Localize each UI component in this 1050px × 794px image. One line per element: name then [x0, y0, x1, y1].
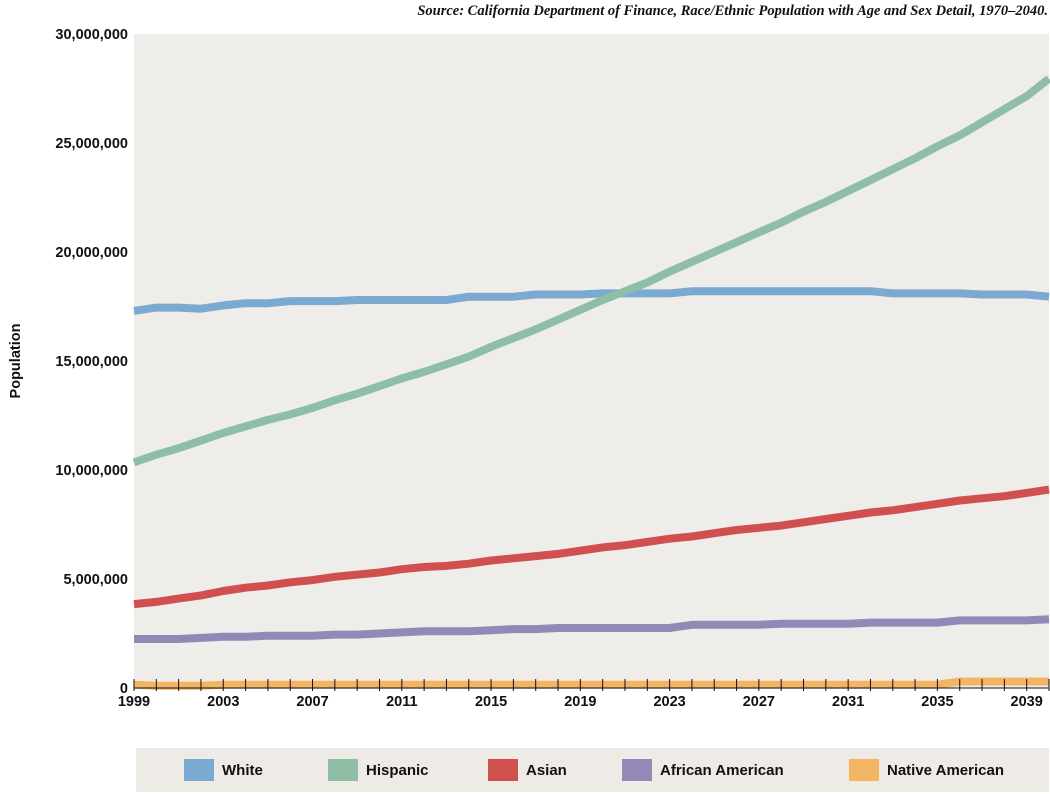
- legend-item-african-american: African American: [622, 748, 784, 792]
- legend-item-asian: Asian: [488, 748, 567, 792]
- legend-swatch: [184, 759, 214, 781]
- x-tick-label: 2015: [475, 694, 507, 710]
- legend-swatch: [328, 759, 358, 781]
- x-tick-label: 2003: [207, 694, 239, 710]
- x-tick-label: 1999: [118, 694, 150, 710]
- x-tick-label: 2027: [743, 694, 775, 710]
- y-tick-label: 15,000,000: [55, 354, 128, 370]
- legend-swatch: [488, 759, 518, 781]
- legend-label: Native American: [887, 761, 1004, 779]
- y-tick-label: 25,000,000: [55, 136, 128, 152]
- legend-item-white: White: [184, 748, 263, 792]
- y-tick-label: 30,000,000: [55, 27, 128, 43]
- x-tick-label: 2011: [386, 694, 417, 710]
- legend-swatch: [622, 759, 652, 781]
- x-tick-label: 2023: [653, 694, 685, 710]
- source-note: Source: California Department of Finance…: [417, 3, 1048, 19]
- series-line-hispanic: Hispanic: [132, 75, 1050, 467]
- legend-label: Hispanic: [366, 761, 429, 779]
- legend-swatch: [849, 759, 879, 781]
- y-tick-label: 20,000,000: [55, 245, 128, 261]
- x-tick-label: 2039: [1011, 694, 1043, 710]
- x-tick-label: 2031: [832, 694, 864, 710]
- y-axis-label: Population: [8, 324, 24, 399]
- legend-label: African American: [660, 761, 784, 779]
- series-line-asian: Asian: [133, 485, 1050, 609]
- legend-item-native-american: Native American: [849, 748, 1004, 792]
- legend-item-hispanic: Hispanic: [328, 748, 429, 792]
- series-line-african-american: African American: [134, 615, 1050, 643]
- plot-background: [134, 34, 1049, 688]
- x-tick-label: 2019: [564, 694, 596, 710]
- series-line-white: White: [133, 287, 1050, 315]
- legend: White Hispanic Asian African American Native…: [136, 748, 1049, 792]
- y-tick-label: 10,000,000: [55, 463, 128, 479]
- x-tick-label: 2007: [296, 694, 328, 710]
- legend-label: White: [222, 761, 263, 779]
- x-tick-label: 2035: [921, 694, 953, 710]
- legend-label: Asian: [526, 761, 567, 779]
- series-line-native-american: Native American: [133, 677, 1049, 690]
- y-tick-label: 5,000,000: [63, 572, 128, 588]
- y-tick-label: 0: [120, 681, 128, 697]
